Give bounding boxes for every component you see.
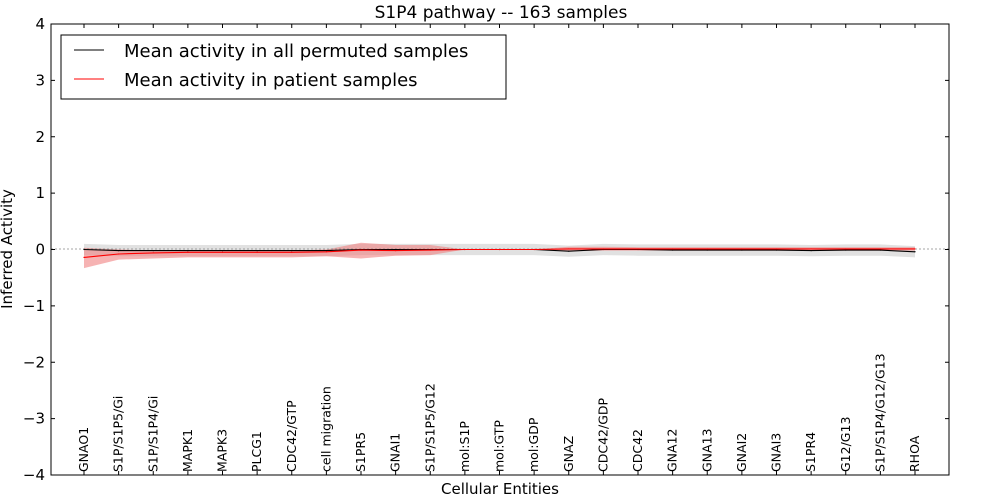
series-lines xyxy=(83,248,916,258)
x-axis-label: Cellular Entities xyxy=(441,480,559,498)
x-tick-label: GNAI2 xyxy=(734,433,749,472)
y-tick-label: −2 xyxy=(23,353,45,371)
y-tick-label: −1 xyxy=(23,297,45,315)
patient-point xyxy=(83,256,85,258)
permuted-point xyxy=(187,250,189,252)
permuted-point xyxy=(914,251,916,253)
permuted-point xyxy=(672,249,674,251)
x-tick-label: GNA13 xyxy=(699,429,714,473)
permuted-point xyxy=(845,249,847,251)
patient-point xyxy=(464,248,466,251)
x-tick-label: RHOA xyxy=(907,435,922,472)
legend-label-patient: Mean activity in patient samples xyxy=(124,70,418,91)
permuted-point xyxy=(810,250,812,252)
permuted-point xyxy=(221,250,224,252)
permuted-point xyxy=(83,248,85,251)
permuted-point xyxy=(291,250,293,252)
chart-title: S1P4 pathway -- 163 samples xyxy=(375,3,628,23)
x-tick-label: GNAO1 xyxy=(76,427,91,472)
x-tick-label: PLCG1 xyxy=(249,431,264,472)
patient-point xyxy=(429,249,431,251)
patient-point xyxy=(498,248,501,251)
patient-point xyxy=(879,248,881,250)
permuted-point xyxy=(152,250,154,252)
x-tick-label: MAPK1 xyxy=(180,429,195,472)
y-tick-label: 4 xyxy=(35,15,45,33)
permuted-point xyxy=(568,250,570,252)
x-tick-label: GNA12 xyxy=(665,429,680,473)
x-tick-label: S1P/S1P5/G12 xyxy=(422,383,437,472)
x-tick-label: G12/G13 xyxy=(838,417,853,472)
permuted-point xyxy=(256,250,258,252)
x-tick-label: GNAZ xyxy=(561,436,576,472)
y-tick-label: −4 xyxy=(23,466,45,484)
x-tick-label: CDC42 xyxy=(630,429,645,472)
x-tick-label: mol:GTP xyxy=(492,420,507,472)
x-tick-label: mol:S1P xyxy=(457,421,472,472)
legend-label-permuted: Mean activity in all permuted samples xyxy=(124,41,468,62)
y-axis: 4 3 2 1 0 −1 −2 −3 −4 xyxy=(23,15,949,484)
patient-point xyxy=(221,251,224,253)
permuted-point xyxy=(706,249,708,251)
x-tick-label: cell migration xyxy=(318,386,333,472)
x-tick-label: mol:GDP xyxy=(526,417,541,472)
x-axis: GNAO1 S1P/S1P5/Gi S1P/S1P4/Gi MAPK1 MAPK3 PLC… xyxy=(76,24,922,475)
permuted-point xyxy=(775,249,778,251)
patient-point xyxy=(325,251,327,253)
permuted-point xyxy=(741,249,743,251)
patient-point xyxy=(291,251,293,253)
x-tick-label: GNAI3 xyxy=(769,433,784,472)
permuted-point xyxy=(879,249,881,251)
confidence-bands xyxy=(84,242,915,269)
patient-point xyxy=(741,248,743,250)
legend: Mean activity in all permuted samples Me… xyxy=(60,34,507,100)
x-tick-label: GNAI1 xyxy=(388,433,403,472)
legend-box xyxy=(60,34,507,100)
patient-point xyxy=(637,248,639,250)
patient-point xyxy=(602,248,604,250)
patient-point xyxy=(845,248,847,250)
permuted-point xyxy=(325,250,327,252)
x-tick-label: S1PR5 xyxy=(353,432,368,472)
y-tick-label: 2 xyxy=(35,128,45,146)
patient-point xyxy=(533,248,535,251)
x-tick-label: S1P/S1P4/Gi xyxy=(145,396,160,472)
x-tick-label: S1P/S1P4/G12/G13 xyxy=(872,353,887,472)
y-tick-label: 0 xyxy=(35,241,45,259)
y-tick-label: 3 xyxy=(35,71,45,89)
patient-point xyxy=(810,248,812,250)
patient-point xyxy=(706,248,708,250)
x-tick-label: CDC42/GDP xyxy=(595,397,610,472)
x-tick-label: MAPK3 xyxy=(215,429,230,472)
y-tick-label: 1 xyxy=(35,184,45,202)
x-tick-label: S1P/S1P5/Gi xyxy=(111,396,126,472)
y-axis-label: Inferred Activity xyxy=(0,189,16,309)
patient-point xyxy=(360,249,362,251)
patient-point xyxy=(568,248,570,250)
patient-point xyxy=(152,252,154,254)
x-tick-label: S1PR4 xyxy=(803,432,818,472)
patient-point xyxy=(672,248,674,250)
patient-point xyxy=(775,248,778,250)
x-tick-label: CDC42/GTP xyxy=(284,400,299,472)
y-tick-label: −3 xyxy=(23,410,45,428)
patient-point xyxy=(118,253,120,255)
patient-point xyxy=(256,251,258,253)
permuted-point xyxy=(395,248,397,251)
patient-point xyxy=(395,250,397,252)
permuted-point xyxy=(118,250,120,252)
patient-point xyxy=(187,251,189,253)
patient-point xyxy=(914,248,916,250)
